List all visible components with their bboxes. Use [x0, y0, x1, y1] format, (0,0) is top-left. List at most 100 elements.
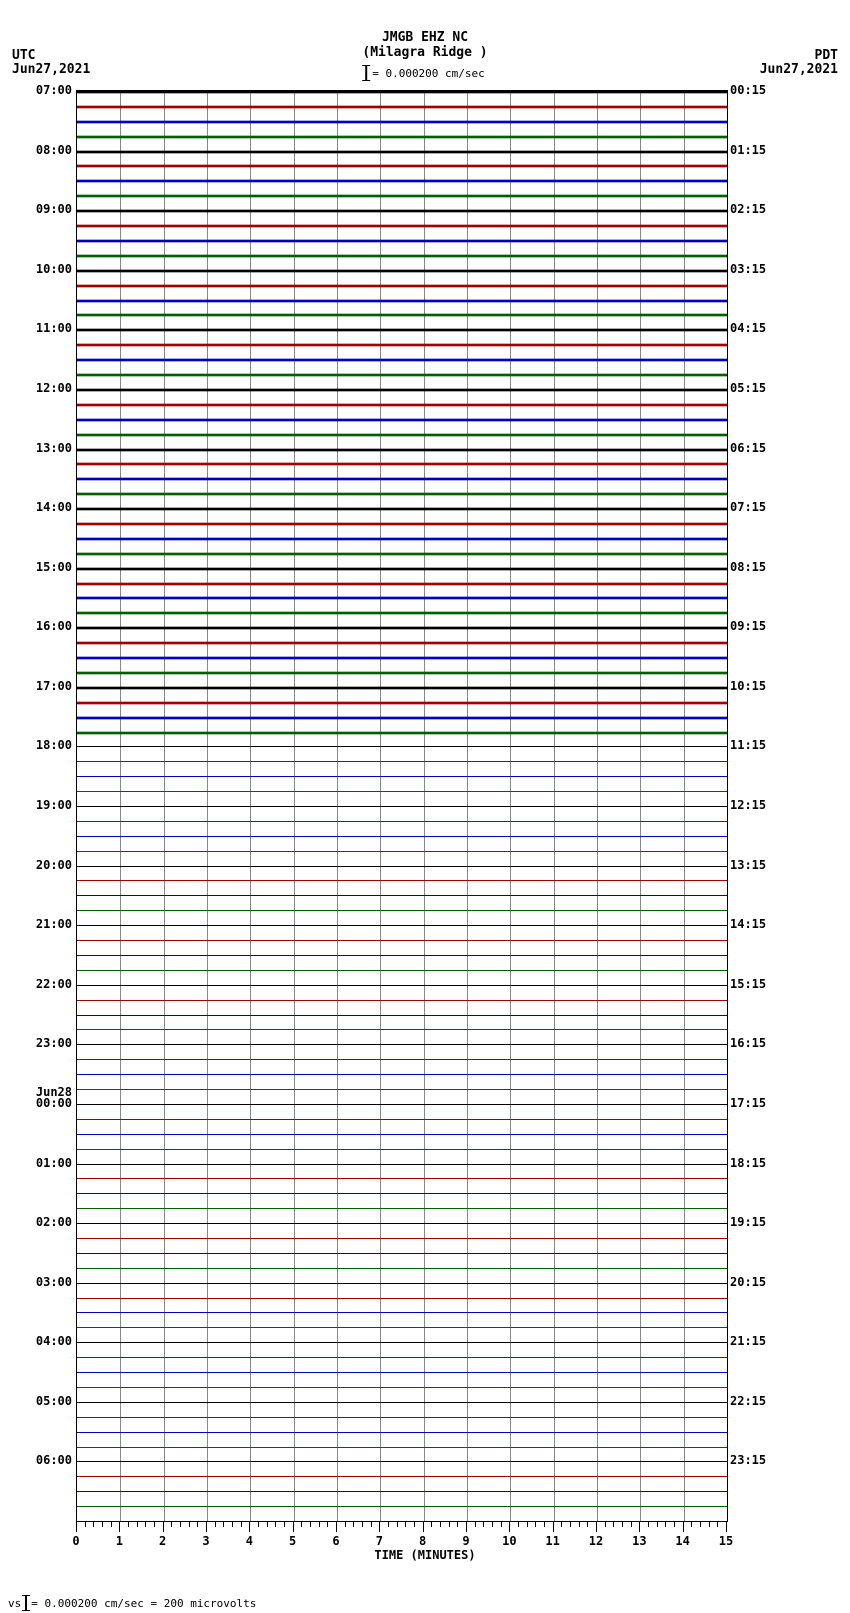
x-tick-minor [284, 1522, 285, 1527]
x-tick-label: 15 [719, 1534, 733, 1548]
utc-hour-label: 06:00 [36, 1453, 72, 1467]
x-tick-minor [544, 1522, 545, 1527]
utc-hour-label: 23:00 [36, 1036, 72, 1050]
seismic-trace [77, 1253, 727, 1254]
seismic-trace [77, 791, 727, 792]
x-tick-label: 0 [72, 1534, 79, 1548]
seismic-trace [77, 851, 727, 852]
pdt-hour-label: 15:15 [730, 977, 766, 991]
pdt-hour-label: 17:15 [730, 1096, 766, 1110]
timezone-left: UTC [12, 48, 35, 63]
seismic-trace [77, 240, 727, 242]
x-tick-minor [128, 1522, 129, 1527]
utc-hour-label: 05:00 [36, 1394, 72, 1408]
seismic-trace [77, 1238, 727, 1239]
seismic-trace [77, 1491, 727, 1492]
utc-hour-label: 03:00 [36, 1275, 72, 1289]
seismic-trace [77, 419, 727, 421]
seismic-trace [77, 1223, 727, 1224]
utc-hour-label: 04:00 [36, 1334, 72, 1348]
footer-prefix: vs [8, 1597, 21, 1610]
utc-hour-label: 21:00 [36, 917, 72, 931]
x-axis-title: TIME (MINUTES) [0, 1548, 850, 1562]
seismic-trace [77, 165, 727, 167]
seismic-trace [77, 746, 727, 747]
seismic-trace [77, 925, 727, 926]
seismic-trace [77, 880, 727, 881]
seismic-trace [77, 523, 727, 525]
x-tick-minor [145, 1522, 146, 1527]
seismic-trace [77, 1074, 727, 1075]
x-tick-minor [501, 1522, 502, 1527]
utc-hour-label: 01:00 [36, 1156, 72, 1170]
seismic-trace [77, 1000, 727, 1001]
seismic-trace [77, 702, 727, 704]
pdt-hour-label: 14:15 [730, 917, 766, 931]
x-tick-minor [483, 1522, 484, 1527]
x-tick-minor [587, 1522, 588, 1527]
seismogram-container: JMGB EHZ NC (Milagra Ridge ) = 0.000200 … [0, 0, 850, 1613]
seismic-trace [77, 612, 727, 614]
x-tick-minor [171, 1522, 172, 1527]
x-tick-minor [631, 1522, 632, 1527]
seismic-trace [77, 1089, 727, 1090]
utc-hour-label: 20:00 [36, 858, 72, 872]
seismic-trace [77, 1387, 727, 1388]
seismic-trace [77, 1029, 727, 1030]
seismic-trace [77, 285, 727, 287]
x-tick-minor [570, 1522, 571, 1527]
seismic-trace [77, 508, 727, 510]
utc-hour-label: 09:00 [36, 202, 72, 216]
pdt-hour-label: 10:15 [730, 679, 766, 693]
x-tick-minor [102, 1522, 103, 1527]
x-tick-major [336, 1522, 337, 1532]
seismic-trace [77, 404, 727, 406]
utc-hour-label: 14:00 [36, 500, 72, 514]
x-tick-label: 13 [632, 1534, 646, 1548]
x-tick-minor [197, 1522, 198, 1527]
x-tick-minor [527, 1522, 528, 1527]
x-tick-major [553, 1522, 554, 1532]
seismic-trace [77, 687, 727, 689]
x-tick-minor [180, 1522, 181, 1527]
seismic-trace [77, 597, 727, 599]
x-tick-minor [648, 1522, 649, 1527]
footer-scale: vs = 0.000200 cm/sec = 200 microvolts [8, 1595, 256, 1611]
x-tick-major [119, 1522, 120, 1532]
utc-hour-label: 12:00 [36, 381, 72, 395]
pdt-hour-label: 04:15 [730, 321, 766, 335]
x-tick-minor [414, 1522, 415, 1527]
seismic-trace [77, 1164, 727, 1165]
x-tick-minor [613, 1522, 614, 1527]
seismic-trace [77, 568, 727, 570]
seismic-trace [77, 940, 727, 941]
x-tick-minor [492, 1522, 493, 1527]
x-tick-minor [137, 1522, 138, 1527]
x-tick-minor [579, 1522, 580, 1527]
x-tick-minor [397, 1522, 398, 1527]
seismic-trace [77, 121, 727, 123]
seismic-trace [77, 210, 727, 212]
seismic-trace [77, 1417, 727, 1418]
utc-hour-label: 17:00 [36, 679, 72, 693]
date-right: Jun27,2021 [760, 62, 838, 77]
seismic-trace [77, 1357, 727, 1358]
seismic-trace [77, 1119, 727, 1120]
x-tick-minor [154, 1522, 155, 1527]
utc-hour-label: 19:00 [36, 798, 72, 812]
seismic-trace [77, 1447, 727, 1448]
x-tick-minor [345, 1522, 346, 1527]
seismic-trace [77, 1312, 727, 1313]
x-tick-major [76, 1522, 77, 1532]
seismic-trace [77, 1268, 727, 1269]
seismic-trace [77, 955, 727, 956]
seismic-trace [77, 732, 727, 734]
x-tick-minor [111, 1522, 112, 1527]
pdt-hour-label: 13:15 [730, 858, 766, 872]
x-tick-minor [605, 1522, 606, 1527]
title-line1: JMGB EHZ NC [0, 30, 850, 45]
seismic-trace [77, 195, 727, 197]
x-tick-minor [431, 1522, 432, 1527]
seismic-trace [77, 642, 727, 644]
pdt-hour-label: 07:15 [730, 500, 766, 514]
